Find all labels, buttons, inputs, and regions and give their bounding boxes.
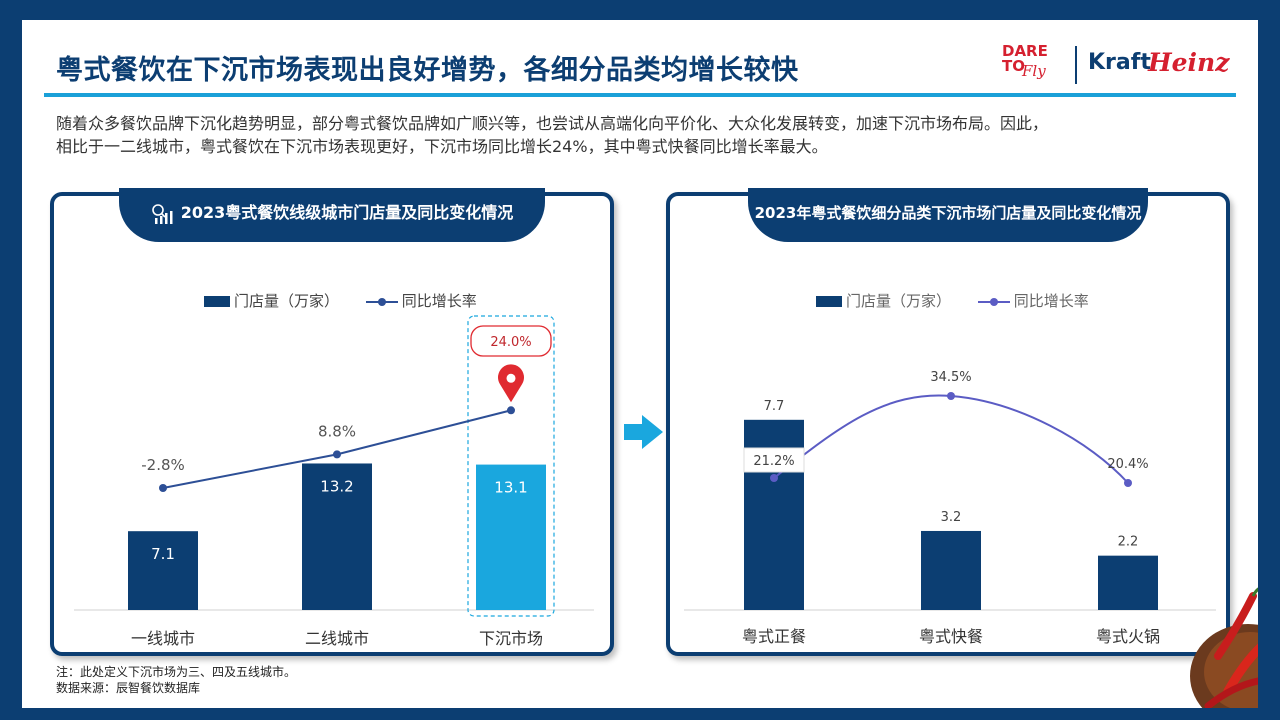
bar <box>128 531 198 610</box>
arrow-right-icon <box>624 415 663 449</box>
growth-point <box>947 392 955 400</box>
page-title: 粤式餐饮在下沉市场表现出良好增势，各细分品类均增长较快 <box>56 55 799 86</box>
logo-fly: Fly <box>1022 62 1046 80</box>
chart-title-tab: 2023年粤式餐饮细分品类下沉市场门店量及同比变化情况 <box>748 188 1148 242</box>
chart-title: 2023粤式餐饮线级城市门店量及同比变化情况 <box>180 203 514 222</box>
chart-panel-subcategory: 2023年粤式餐饮细分品类下沉市场门店量及同比变化情况 门店量（万家） 同比增长… <box>666 188 1230 656</box>
growth-line <box>773 394 1129 484</box>
legend-bar-swatch <box>204 296 230 307</box>
bar <box>921 530 981 610</box>
bar-value-label: 13.1 <box>494 479 527 497</box>
chart-title-tab: 2023粤式餐饮线级城市门店量及同比变化情况 <box>119 188 545 242</box>
footnote: 注：此处定义下沉市场为三、四及五线城市。 <box>56 665 297 679</box>
title-rule <box>44 93 1236 97</box>
legend-bar-swatch <box>816 296 842 307</box>
legend-line-label: 同比增长率 <box>401 292 477 310</box>
location-pin-icon <box>498 364 524 403</box>
bar <box>302 463 372 610</box>
growth-point <box>1124 479 1132 487</box>
growth-label: -2.8% <box>141 456 185 474</box>
chart-right: 7.7 粤式正餐 3.2 粤式快餐 2.2 粤式火锅 21.2% 34.5% 20.4% <box>684 370 1216 646</box>
highlight-box <box>467 315 555 617</box>
logo-divider <box>1075 46 1077 84</box>
category-label: 粤式快餐 <box>919 627 983 646</box>
chart-left: 7.1 一线城市 13.2 二线城市 13.1 下沉市场 -2.8% 8.8% 24.0% <box>74 315 594 648</box>
growth-point <box>507 406 515 415</box>
growth-label: 8.8% <box>318 422 356 440</box>
growth-point <box>770 474 778 482</box>
category-label: 粤式火锅 <box>1096 627 1160 646</box>
slide: 粤式餐饮在下沉市场表现出良好增势，各细分品类均增长较快 DARE TO Fly … <box>22 20 1258 708</box>
footnotes: 注：此处定义下沉市场为三、四及五线城市。 数据来源：辰智餐饮数据库 <box>56 664 296 696</box>
chart-title: 2023年粤式餐饮细分品类下沉市场门店量及同比变化情况 <box>754 204 1142 222</box>
bar <box>476 464 546 610</box>
logo-heinz: Heinz <box>1148 48 1230 77</box>
category-label: 粤式正餐 <box>742 627 806 646</box>
chart-legend: 门店量（万家） 同比增长率 <box>204 290 477 311</box>
logo-dare: DARE TO <box>1002 42 1048 75</box>
category-label: 下沉市场 <box>479 629 543 648</box>
growth-point <box>159 484 167 492</box>
growth-label: 34.5% <box>930 370 971 385</box>
bar <box>1098 555 1158 610</box>
bar-value-label: 7.1 <box>151 545 175 563</box>
chart-panel-city-tier: 2023粤式餐饮线级城市门店量及同比变化情况 门店量（万家） 同比增长率 7.1… <box>50 188 614 656</box>
bar-value-label: 7.7 <box>764 399 785 414</box>
bar-value-label: 2.2 <box>1118 535 1139 550</box>
category-label: 二线城市 <box>305 629 369 648</box>
pin-dot <box>506 373 516 383</box>
bar-value-label: 3.2 <box>941 510 962 525</box>
intro-text: 随着众多餐饮品牌下沉化趋势明显，部分粤式餐饮品牌如广顺兴等，也尝试从高端化向平价… <box>56 112 1236 158</box>
growth-callout <box>470 325 552 357</box>
growth-label: 24.0% <box>490 335 531 350</box>
legend-bar-label: 门店量（万家） <box>234 292 340 310</box>
intro-line-1: 随着众多餐饮品牌下沉化趋势明显，部分粤式餐饮品牌如广顺兴等，也尝试从高端化向平价… <box>56 114 1049 133</box>
growth-label: 21.2% <box>753 454 794 469</box>
growth-label-box <box>743 447 805 473</box>
legend-line-label: 同比增长率 <box>1013 292 1089 310</box>
category-label: 一线城市 <box>131 629 195 648</box>
logo: DARE TO Fly Kraft Heinz <box>1002 42 1229 88</box>
legend-line-swatch <box>365 296 398 308</box>
legend-bar-label: 门店量（万家） <box>846 292 952 310</box>
growth-point <box>333 450 341 459</box>
bar-value-label: 13.2 <box>320 477 353 495</box>
intro-line-2: 相比于一二线城市，粤式餐饮在下沉市场表现更好，下沉市场同比增长24%，其中粤式快… <box>56 137 828 156</box>
legend-line-swatch <box>977 296 1010 308</box>
chart-legend: 门店量（万家） 同比增长率 <box>816 290 1089 311</box>
logo-kraft: Kraft <box>1088 50 1151 75</box>
growth-label: 20.4% <box>1107 457 1148 472</box>
chart-report-icon <box>151 203 173 224</box>
chili-bowl-image <box>1190 587 1258 708</box>
data-source: 数据来源：辰智餐饮数据库 <box>56 681 201 695</box>
